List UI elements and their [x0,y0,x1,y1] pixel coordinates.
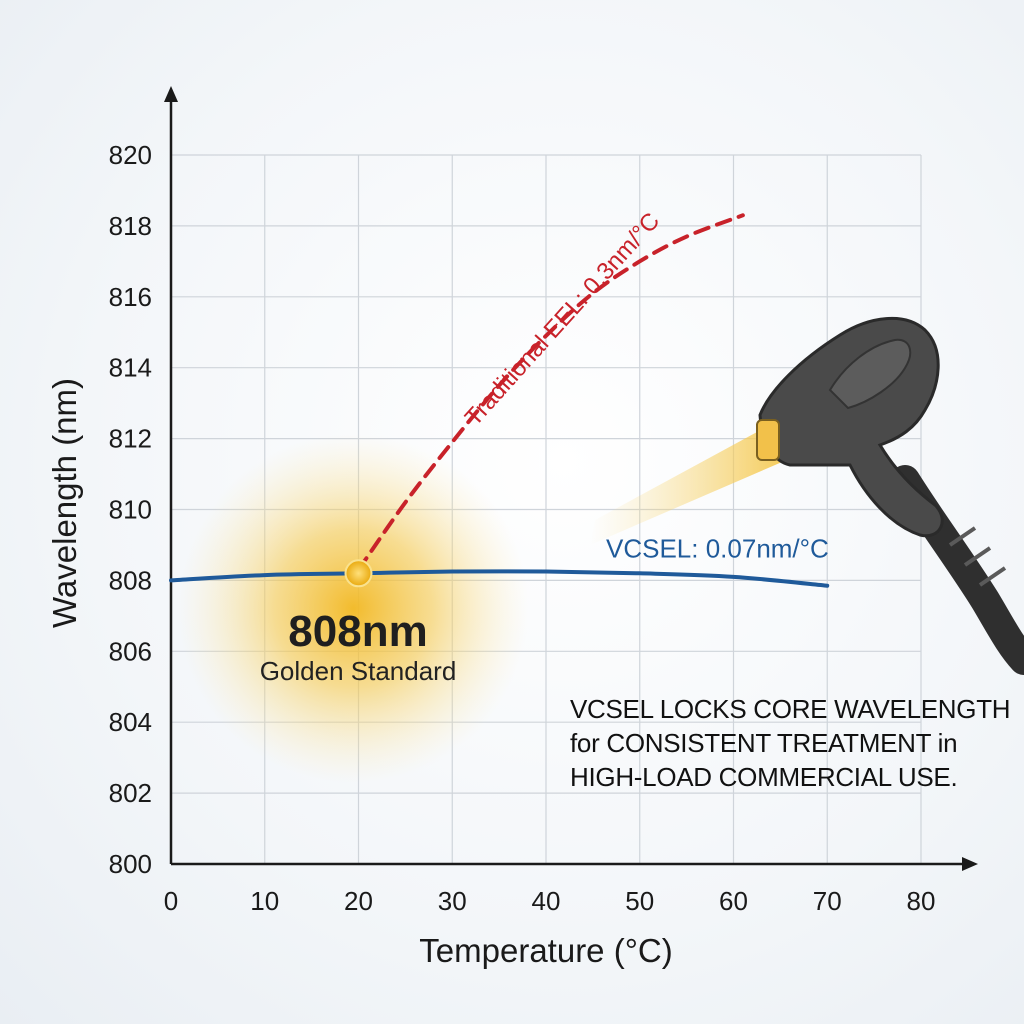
x-tick-label: 70 [813,886,842,916]
handpiece-grip-highlight [828,338,912,410]
x-axis-title: Temperature (°C) [419,932,672,969]
callout-line: VCSEL LOCKS CORE WAVELENGTH [570,694,1011,724]
y-tick-label: 812 [109,424,152,454]
series-line-vcsel [169,569,830,588]
y-tick-label: 804 [109,707,152,737]
x-tick-label: 80 [907,886,936,916]
y-axis-arrow [164,86,178,102]
series-label-vcsel: VCSEL: 0.07nm/°C [606,533,829,563]
x-tick-label: 40 [532,886,561,916]
y-tick-label: 808 [109,565,152,595]
y-tick-label: 806 [109,636,152,666]
golden-standard-glow [178,433,529,784]
highlight-subtitle: Golden Standard [260,656,457,686]
x-tick-label: 30 [438,886,467,916]
handpiece-body [758,317,944,538]
glow-halo [178,433,529,784]
golden-standard-marker [344,559,373,588]
y-tick-label: 800 [109,849,152,879]
y-axis-title: Wavelength (nm) [46,378,83,628]
callout-text: VCSEL LOCKS CORE WAVELENGTH for CONSISTE… [570,692,1011,794]
series-label-eel: Traditional EEL: 0.3nm/°C [460,208,665,432]
x-tick-label: 20 [344,886,373,916]
y-tick-label: 810 [109,495,152,525]
y-tick-label: 818 [109,211,152,241]
y-tick-label: 816 [109,282,152,312]
y-tick-label: 814 [109,353,152,383]
axes [164,86,978,871]
callout-line: HIGH-LOAD COMMERCIAL USE. [570,762,958,792]
cable-ribs [948,526,1007,587]
y-tick-label: 820 [109,140,152,170]
laser-handpiece-icon [590,317,1024,675]
handpiece-window [756,419,780,461]
highlight-title: 808nm [288,607,427,656]
tick-labels: 0 10 20 30 40 50 60 70 80 800 802 804 806 808 810 812 81… [109,140,936,916]
x-axis-arrow [962,857,978,871]
callout-line: for CONSISTENT TREATMENT in [570,728,958,758]
y-tick-label: 802 [109,778,152,808]
series-line-eel [356,213,745,572]
x-tick-label: 0 [164,886,178,916]
x-tick-label: 50 [625,886,654,916]
x-tick-label: 10 [250,886,279,916]
x-tick-label: 60 [719,886,748,916]
laser-beam [590,425,782,545]
